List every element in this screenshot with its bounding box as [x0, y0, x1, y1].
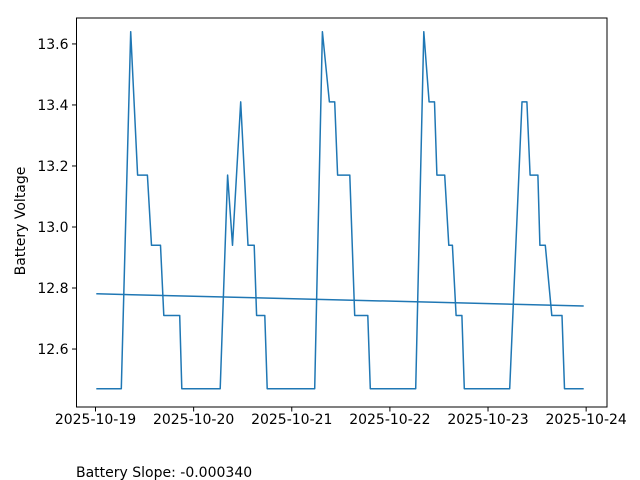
y-tick-label: 13.6	[37, 37, 68, 53]
stats-slope-text: Battery Slope: -0.000340	[76, 465, 253, 480]
x-axis: 2025-10-19 2025-10-20 2025-10-21 2025-10-22…	[55, 407, 627, 428]
x-tick-label: 2025-10-24	[545, 412, 626, 428]
y-axis-label: Battery Voltage	[13, 167, 29, 276]
y-axis: 13.6 13.4 13.2 13.0 12.8 12.6	[37, 37, 77, 358]
battery-trend-line	[96, 293, 584, 307]
x-tick-label: 2025-10-23	[447, 412, 528, 428]
y-tick-label: 12.6	[37, 342, 68, 358]
y-tick-label: 13.0	[37, 220, 68, 236]
x-tick-label: 2025-10-21	[251, 412, 332, 428]
y-tick-label: 12.8	[37, 281, 68, 297]
x-tick-label: 2025-10-22	[349, 412, 430, 428]
battery-voltage-line	[96, 30, 584, 390]
y-tick-label: 13.4	[37, 98, 68, 114]
x-tick-label: 2025-10-20	[153, 412, 234, 428]
x-tick-label: 2025-10-19	[55, 412, 136, 428]
stats-footer: Battery Slope: -0.000340 Battery Min: 12…	[76, 435, 369, 480]
y-tick-label: 13.2	[37, 159, 68, 175]
plot-area-border	[76, 17, 608, 408]
